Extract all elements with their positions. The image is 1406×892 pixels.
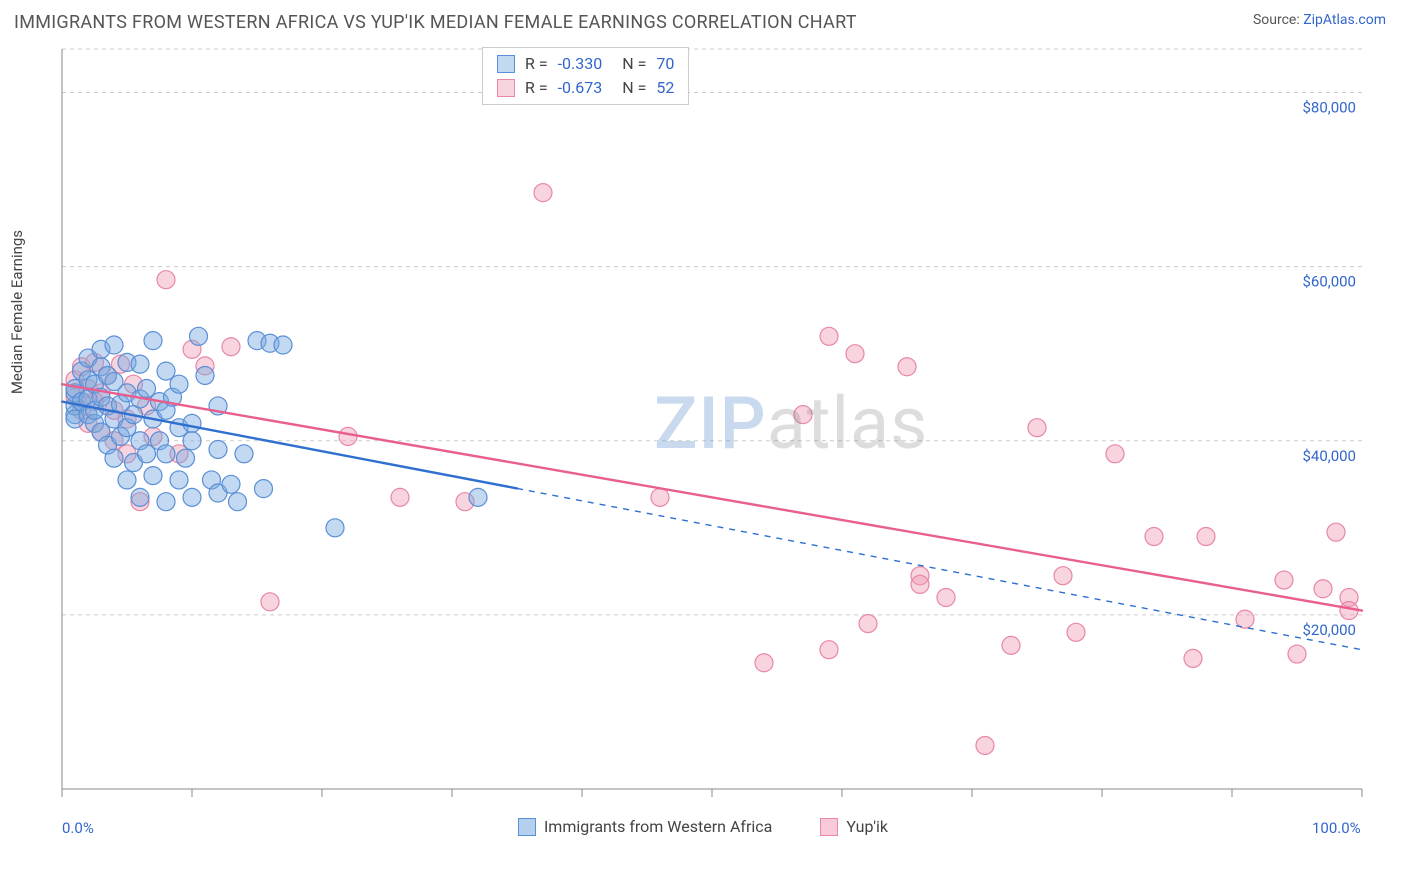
svg-text:$40,000: $40,000 [1302, 447, 1356, 465]
legend-n-value: 52 [656, 76, 674, 100]
legend-r-label: R = [525, 76, 548, 100]
x-axis-min-label: 0.0% [62, 819, 94, 837]
svg-text:$80,000: $80,000 [1302, 99, 1356, 117]
legend-r-value: -0.673 [558, 76, 603, 100]
x-axis-max-label: 100.0% [1312, 819, 1361, 837]
legend-swatch [497, 79, 515, 97]
legend-swatch [497, 55, 515, 73]
y-axis-title: Median Female Earnings [8, 230, 26, 394]
legend-n-label: N = [622, 76, 646, 100]
chart-source: Source: ZipAtlas.com [1253, 12, 1386, 28]
chart-area: Median Female Earnings $20,000$40,000$60… [14, 41, 1392, 813]
svg-text:$20,000: $20,000 [1302, 621, 1356, 639]
scatter-chart: $20,000 $40,000 $60,000 $80,000 [14, 41, 1392, 813]
correlation-legend-row: R = -0.330 N = 70 [497, 52, 674, 76]
legend-n-value: 70 [656, 52, 674, 76]
source-label: Source: [1253, 12, 1300, 28]
legend-r-label: R = [525, 52, 548, 76]
correlation-legend: R = -0.330 N = 70 R = -0.673 N = 52 [482, 47, 689, 105]
chart-title: IMMIGRANTS FROM WESTERN AFRICA VS YUP'IK… [14, 12, 857, 33]
legend-r-value: -0.330 [558, 52, 603, 76]
x-axis-labels: 0.0% 100.0% [14, 815, 1392, 841]
legend-n-label: N = [622, 52, 646, 76]
chart-header: IMMIGRANTS FROM WESTERN AFRICA VS YUP'IK… [0, 0, 1406, 41]
correlation-legend-row: R = -0.673 N = 52 [497, 76, 674, 100]
svg-text:$60,000: $60,000 [1302, 273, 1356, 291]
source-link[interactable]: ZipAtlas.com [1303, 12, 1386, 28]
